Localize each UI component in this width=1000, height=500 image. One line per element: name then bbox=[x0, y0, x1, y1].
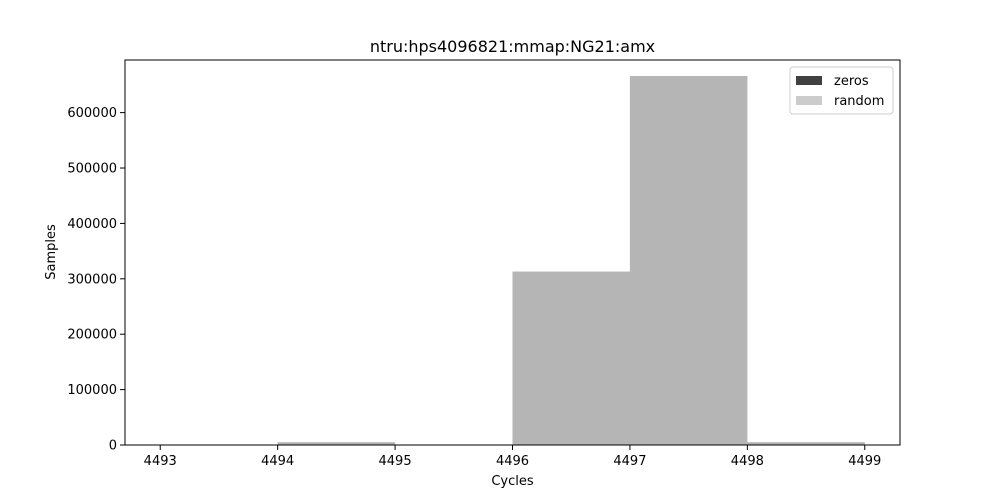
y-tick-label: 400000 bbox=[67, 217, 117, 232]
x-tick-label: 4496 bbox=[496, 454, 529, 469]
legend: zeros random bbox=[789, 66, 894, 115]
x-tick-label: 4493 bbox=[144, 454, 177, 469]
x-axis-ticks: 4493 4494 4495 4496 4497 4498 4499 bbox=[144, 445, 881, 469]
y-tick-label: 500000 bbox=[67, 162, 117, 177]
legend-swatch-random bbox=[796, 96, 822, 105]
y-tick-label: 600000 bbox=[67, 106, 117, 121]
x-tick-label: 4497 bbox=[613, 454, 646, 469]
x-tick-label: 4495 bbox=[379, 454, 412, 469]
bar-random-2 bbox=[629, 76, 748, 445]
bar-random-1 bbox=[512, 271, 630, 445]
y-tick-label: 100000 bbox=[67, 383, 117, 398]
bars-layer bbox=[277, 76, 865, 445]
bar-random-3 bbox=[747, 442, 865, 445]
legend-label-random: random bbox=[834, 94, 884, 109]
x-axis-label: Cycles bbox=[491, 474, 534, 489]
y-tick-label: 0 bbox=[109, 439, 117, 454]
legend-swatch-zeros bbox=[796, 76, 822, 85]
bar-random-0 bbox=[277, 442, 396, 445]
x-tick-label: 4494 bbox=[261, 454, 294, 469]
y-axis-label: Samples bbox=[44, 224, 59, 280]
y-tick-label: 300000 bbox=[67, 272, 117, 287]
chart-title: ntru:hps4096821:mmap:NG21:amx bbox=[370, 37, 655, 56]
x-tick-label: 4499 bbox=[848, 454, 881, 469]
y-axis-ticks: 0 100000 200000 300000 400000 500000 600000 bbox=[67, 106, 125, 454]
x-tick-label: 4498 bbox=[731, 454, 764, 469]
legend-label-zeros: zeros bbox=[834, 74, 869, 89]
y-tick-label: 200000 bbox=[67, 328, 117, 343]
